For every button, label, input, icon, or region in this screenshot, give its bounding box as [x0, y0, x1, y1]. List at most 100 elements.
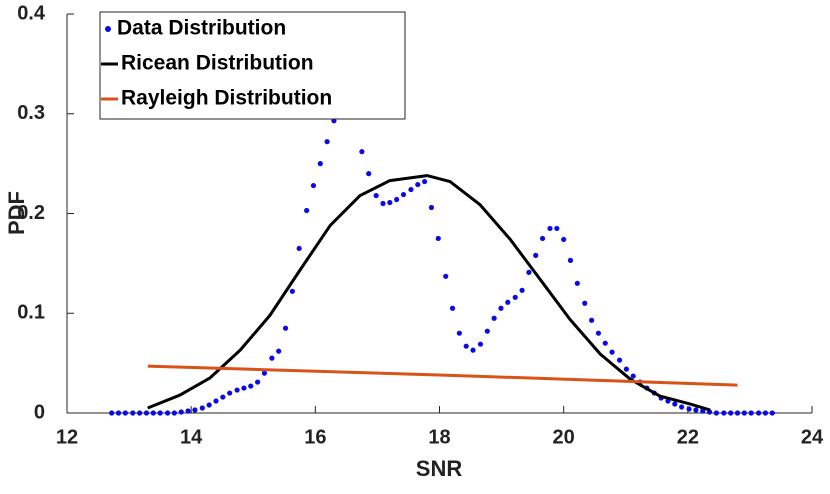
data-point [241, 385, 247, 391]
data-point [609, 349, 615, 355]
data-point [373, 192, 379, 199]
data-point [359, 149, 365, 155]
data-point [234, 387, 240, 393]
data-point [115, 410, 122, 416]
data-point [254, 379, 261, 385]
data-point [582, 300, 588, 306]
x-tick-label: 20 [553, 426, 575, 448]
series-line [147, 364, 738, 387]
x-tick-label: 14 [180, 426, 203, 448]
data-point [463, 343, 469, 349]
data-point [505, 299, 511, 305]
x-axis-label: SNR [416, 456, 463, 481]
data-point [394, 196, 400, 203]
legend-label: Ricean Distribution [121, 52, 314, 75]
data-point [533, 252, 539, 258]
x-tick-label: 24 [801, 426, 824, 448]
data-point [491, 315, 497, 321]
data-point [769, 410, 775, 416]
data-point [539, 235, 546, 242]
data-point [428, 204, 435, 211]
data-point [289, 288, 295, 294]
data-point [157, 410, 163, 416]
data-point [171, 410, 178, 416]
data-point [686, 406, 692, 412]
data-point [435, 235, 441, 242]
data-point [220, 394, 226, 400]
data-point [192, 407, 198, 413]
data-point [728, 410, 734, 416]
data-point [616, 357, 623, 363]
y-axis-label: PDF [4, 191, 29, 235]
y-tick-label: 0 [34, 401, 45, 423]
data-point [547, 225, 553, 232]
y-tick-label: 0.2 [17, 202, 45, 224]
data-point [400, 191, 407, 198]
data-point [762, 410, 769, 416]
data-point [470, 347, 476, 353]
data-point [261, 370, 268, 376]
data-point [679, 404, 685, 410]
data-point [748, 410, 754, 416]
data-point [756, 410, 762, 416]
legend-label: Data Distribution [117, 17, 286, 40]
y-tick-label: 0.3 [17, 102, 45, 124]
data-point [282, 325, 289, 331]
x-tick-label: 22 [677, 426, 699, 448]
data-point [185, 408, 191, 414]
data-point [561, 236, 567, 243]
data-point [449, 305, 456, 311]
data-point [734, 410, 741, 416]
data-point [602, 340, 608, 346]
data-point [178, 409, 184, 415]
data-point [672, 401, 678, 407]
data-point [304, 207, 310, 214]
data-point [623, 366, 629, 372]
x-tick-label: 18 [428, 426, 450, 448]
data-point [595, 330, 602, 336]
data-point [310, 182, 317, 189]
series-line [147, 174, 711, 412]
data-point [122, 410, 128, 416]
data-point [269, 355, 275, 361]
data-point [526, 269, 532, 275]
data-point [276, 348, 282, 354]
data-point [477, 341, 484, 347]
data-point [574, 280, 580, 286]
data-point [415, 181, 421, 188]
data-point [589, 317, 595, 323]
y-tick-label: 0.4 [17, 2, 46, 24]
data-point [512, 294, 518, 300]
data-point [387, 199, 393, 206]
data-point [143, 410, 150, 416]
data-point [484, 328, 490, 334]
legend-box [99, 11, 406, 120]
data-point [456, 330, 462, 336]
data-point [227, 390, 233, 396]
data-point [519, 287, 525, 293]
data-point [296, 245, 302, 252]
data-point [150, 410, 156, 416]
data-point [206, 402, 212, 408]
data-point [199, 405, 205, 411]
data-point [567, 257, 574, 263]
x-tick-label: 12 [56, 426, 78, 448]
data-point [630, 373, 636, 379]
data-point [164, 410, 171, 416]
data-point [380, 200, 386, 207]
data-point [693, 407, 699, 413]
data-point [554, 225, 560, 232]
data-point [213, 398, 219, 404]
data-point [366, 171, 372, 177]
x-tick-label: 16 [304, 426, 326, 448]
data-point [248, 383, 254, 389]
data-point [498, 305, 504, 311]
data-point [130, 410, 136, 416]
legend-label: Rayleigh Distribution [121, 87, 332, 110]
data-point [408, 186, 414, 193]
data-point [109, 410, 115, 416]
legend-marker [105, 26, 111, 32]
data-point [324, 139, 330, 145]
data-point [422, 178, 428, 185]
